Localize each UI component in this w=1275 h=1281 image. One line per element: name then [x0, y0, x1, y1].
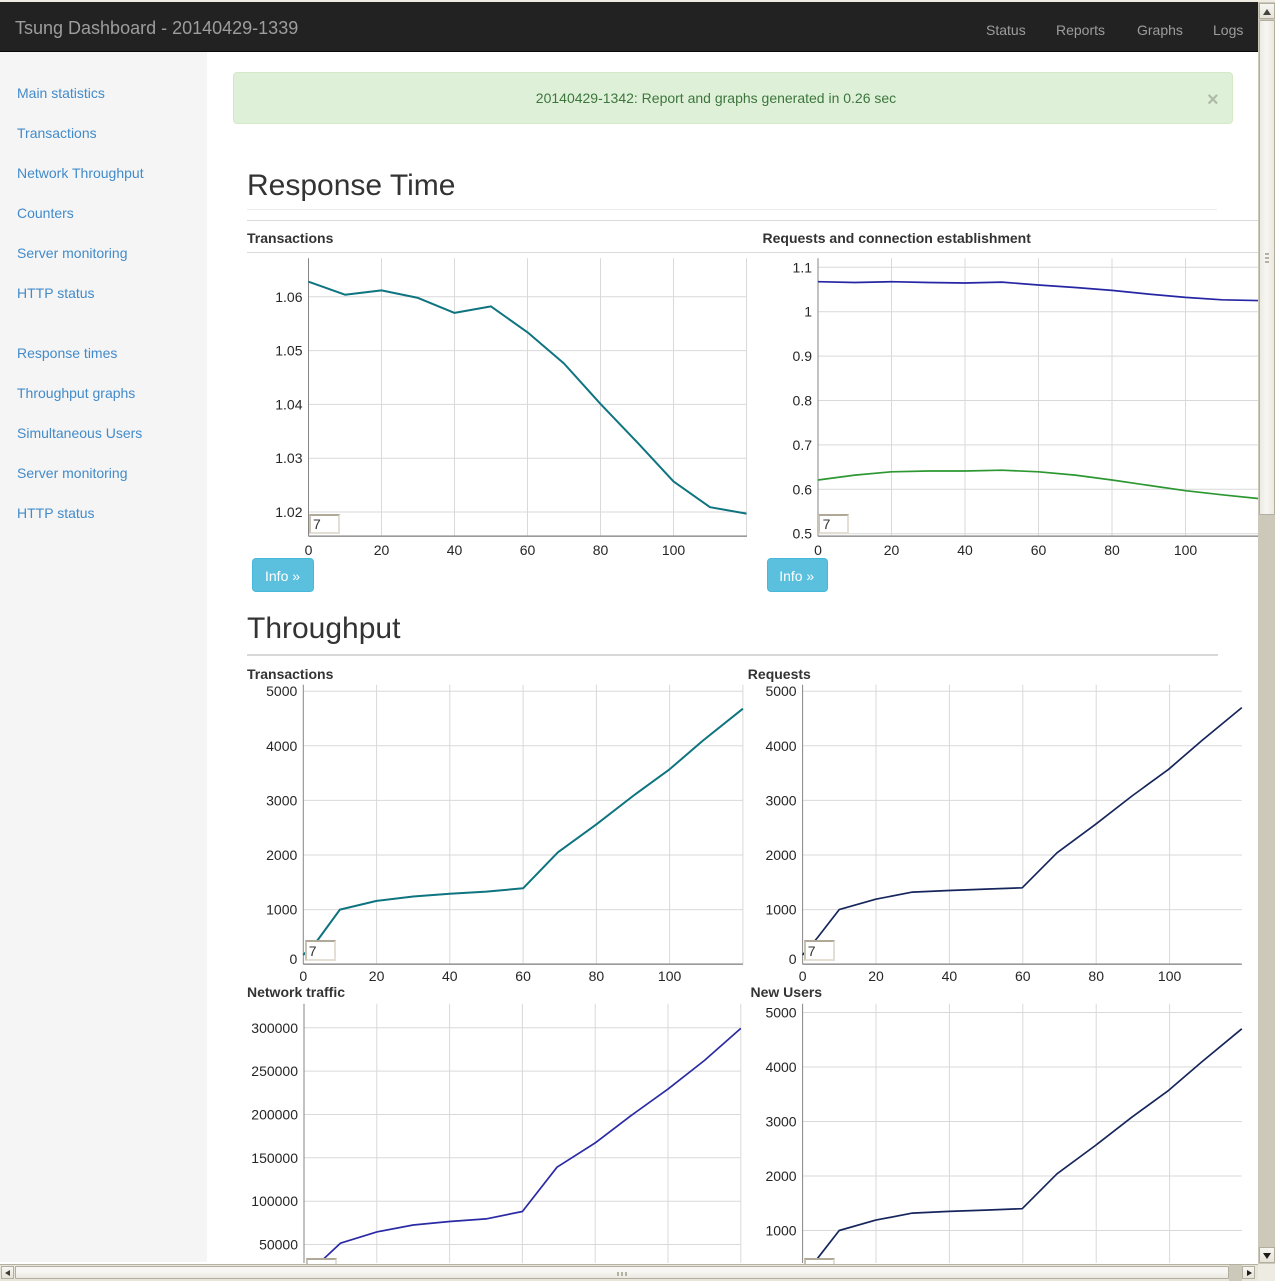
svg-text:1000: 1000	[765, 902, 796, 918]
svg-text:4000: 4000	[765, 738, 796, 754]
svg-text:100: 100	[1158, 968, 1182, 984]
svg-text:4000: 4000	[266, 738, 297, 754]
svg-text:300000: 300000	[251, 1020, 298, 1036]
svg-text:1000: 1000	[266, 902, 297, 918]
svg-text:1.06: 1.06	[275, 289, 302, 305]
svg-text:150000: 150000	[251, 1150, 298, 1166]
svg-text:20: 20	[884, 542, 900, 558]
svg-text:1: 1	[804, 304, 812, 320]
svg-text:1.03: 1.03	[275, 450, 302, 466]
svg-text:1.1: 1.1	[793, 259, 813, 275]
svg-text:5000: 5000	[765, 1005, 796, 1021]
svg-text:20: 20	[374, 542, 390, 558]
svg-text:100: 100	[1174, 542, 1198, 558]
svg-text:0: 0	[789, 951, 797, 967]
svg-text:4000: 4000	[765, 1059, 796, 1075]
svg-text:2000: 2000	[266, 847, 297, 863]
svg-text:40: 40	[442, 968, 458, 984]
svg-text:0: 0	[299, 968, 307, 984]
svg-text:60: 60	[1015, 968, 1031, 984]
svg-text:0: 0	[290, 951, 298, 967]
svg-text:1.05: 1.05	[275, 343, 302, 359]
svg-text:5000: 5000	[765, 683, 796, 699]
svg-text:100: 100	[658, 968, 682, 984]
svg-text:60: 60	[520, 542, 536, 558]
svg-text:40: 40	[957, 542, 973, 558]
svg-text:0: 0	[814, 542, 822, 558]
svg-text:0: 0	[305, 542, 313, 558]
svg-text:3000: 3000	[765, 792, 796, 808]
svg-text:200000: 200000	[251, 1107, 298, 1123]
svg-text:3000: 3000	[266, 792, 297, 808]
svg-text:0.9: 0.9	[793, 348, 813, 364]
svg-text:80: 80	[593, 542, 609, 558]
svg-text:0.8: 0.8	[793, 393, 813, 409]
svg-text:20: 20	[868, 968, 884, 984]
svg-text:0: 0	[799, 968, 807, 984]
svg-text:80: 80	[589, 968, 605, 984]
svg-text:2000: 2000	[765, 1168, 796, 1184]
svg-text:1000: 1000	[765, 1223, 796, 1239]
svg-text:40: 40	[942, 968, 958, 984]
svg-text:3000: 3000	[765, 1114, 796, 1130]
svg-text:100: 100	[662, 542, 686, 558]
svg-text:0.5: 0.5	[793, 526, 813, 542]
svg-text:1.04: 1.04	[275, 396, 302, 412]
svg-text:80: 80	[1104, 542, 1120, 558]
svg-text:40: 40	[447, 542, 463, 558]
svg-text:0.7: 0.7	[793, 437, 813, 453]
svg-text:2000: 2000	[765, 847, 796, 863]
svg-text:0.6: 0.6	[793, 481, 813, 497]
svg-text:80: 80	[1088, 968, 1104, 984]
svg-text:1.02: 1.02	[275, 504, 302, 520]
svg-text:100000: 100000	[251, 1193, 298, 1209]
svg-text:250000: 250000	[251, 1063, 298, 1079]
svg-text:5000: 5000	[266, 683, 297, 699]
svg-text:50000: 50000	[259, 1237, 298, 1253]
svg-text:60: 60	[1031, 542, 1047, 558]
svg-text:20: 20	[369, 968, 385, 984]
svg-text:60: 60	[515, 968, 531, 984]
